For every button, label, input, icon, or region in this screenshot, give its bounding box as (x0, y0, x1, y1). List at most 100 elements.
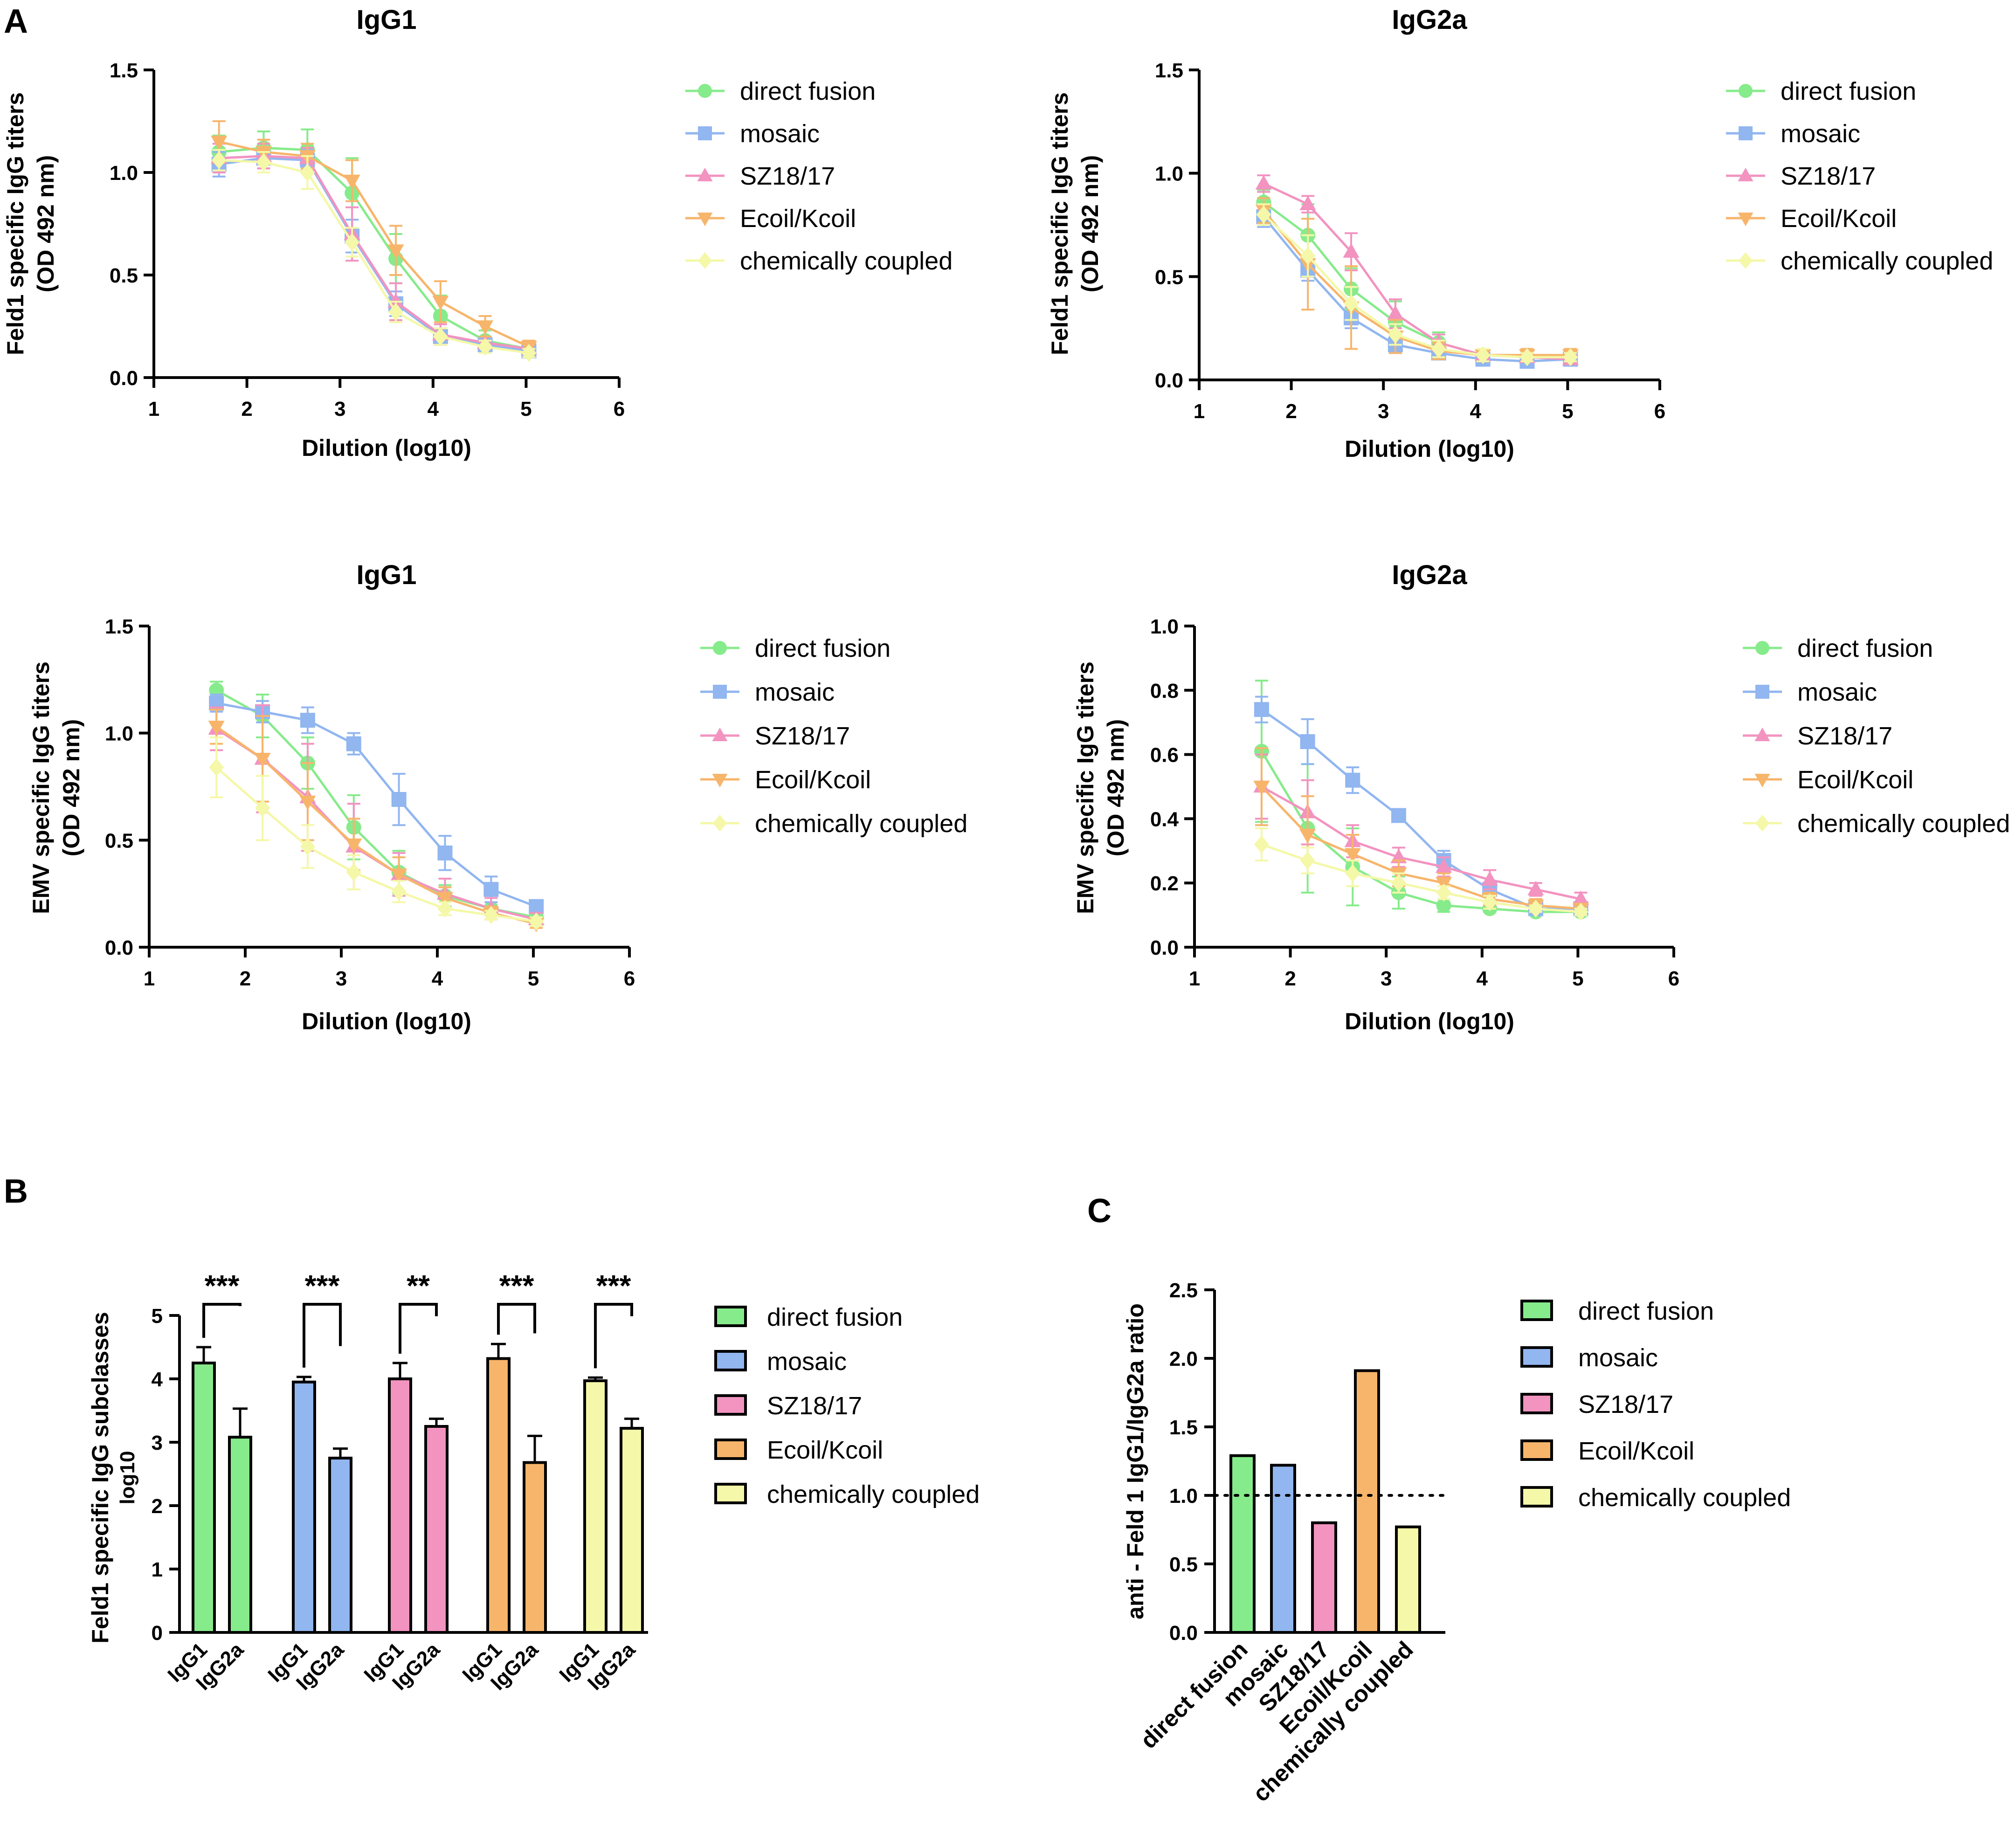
data-point (300, 163, 315, 182)
bar (523, 1461, 547, 1634)
data-point (255, 799, 270, 817)
bar (388, 1377, 412, 1634)
data-point (1563, 348, 1578, 366)
chart-c: 0.0 0.5 1.0 1.5 2.0 2.5 anti - Feld 1 IgG1/IgG… (1122, 1279, 1791, 1807)
legend-marker (698, 252, 712, 269)
data-point (1300, 247, 1316, 265)
legend-marker (1755, 815, 1769, 832)
chart-title: IgG2a (1392, 560, 1467, 590)
chart-a4: IgG2a 1 2 3 4 5 6 0.0 0.2 0.4 0.6 0.8 1.0 Dilution (l… (1072, 560, 2010, 1034)
data-point (1255, 175, 1272, 190)
x-tick-label: 6 (1654, 400, 1665, 423)
significance-label: *** (596, 1269, 631, 1302)
y-axis-label: anti - Feld 1 IgG1/IgG2a ratio (1122, 1303, 1148, 1619)
x-axis-label: Dilution (log10) (302, 435, 471, 461)
legend-marker (1755, 685, 1769, 699)
chart-a1: IgG1 1 2 3 4 5 6 0.0 0.5 1.0 1.5 Dilution (log10) Fe… (2, 5, 953, 461)
significance-bracket (202, 1303, 242, 1338)
bar (228, 1436, 252, 1634)
data-point (1528, 900, 1543, 918)
y-tick-label: 1.0 (110, 162, 138, 185)
y-tick-label: 1.5 (1155, 59, 1183, 82)
data-point (211, 151, 227, 169)
legend-swatch (1520, 1346, 1553, 1368)
significance-label: *** (305, 1269, 340, 1302)
y-tick-label: 5 (152, 1305, 163, 1328)
data-point (1391, 808, 1406, 823)
data-point (1299, 195, 1316, 210)
legend-label: chemically coupled (755, 810, 967, 838)
data-point (529, 899, 544, 914)
panel-label-a: A (4, 3, 28, 40)
y-tick-label: 0.0 (1169, 1622, 1198, 1645)
bar (328, 1457, 352, 1634)
legend-label: Ecoil/Kcoil (1781, 205, 1897, 233)
legend-marker (1739, 84, 1753, 98)
data-point (391, 792, 407, 807)
legend-label: chemically coupled (1578, 1484, 1791, 1512)
legend-label: Ecoil/Kcoil (740, 205, 856, 233)
panel-label-b: B (4, 1173, 28, 1210)
legend-label: SZ18/17 (1797, 722, 1892, 750)
data-point (436, 892, 454, 907)
legend-marker (1754, 774, 1770, 788)
data-point (344, 174, 360, 189)
legend-label: chemically coupled (740, 247, 953, 275)
data-point (476, 320, 494, 335)
data-point (529, 912, 544, 931)
chart-a3: IgG1 1 2 3 4 5 6 0.0 0.5 1.0 1.5 Dilution (log10) EM… (28, 560, 967, 1034)
y-tick-label: 1.0 (105, 723, 133, 745)
data-point (1391, 874, 1406, 892)
series-chemically-coupled (209, 736, 544, 931)
y-tick-label: 0.0 (1155, 369, 1183, 392)
y-tick-label: 0.5 (1169, 1553, 1198, 1576)
legend-marker (697, 213, 713, 227)
legend-swatch (714, 1394, 747, 1416)
y-tick-label: 0.6 (1150, 744, 1179, 767)
bar (583, 1379, 608, 1634)
legend-label: direct fusion (740, 77, 876, 105)
x-tick-label: 5 (1572, 967, 1583, 990)
data-point (1436, 883, 1451, 902)
x-tick-label: 3 (1378, 400, 1389, 423)
y-tick-label: 0.4 (1150, 808, 1179, 831)
legend-label: mosaic (755, 678, 835, 706)
legend-marker (698, 84, 712, 98)
series-line (219, 146, 529, 350)
series-line (219, 159, 529, 354)
data-point (433, 327, 448, 346)
data-point (483, 906, 499, 924)
legend-label: mosaic (1578, 1344, 1658, 1372)
series-line (1263, 209, 1571, 357)
data-point (1256, 206, 1271, 224)
data-point (1431, 340, 1446, 358)
data-point (432, 296, 449, 310)
legend-marker (1754, 727, 1770, 741)
legend-swatch (1520, 1439, 1553, 1461)
y-axis-label: Feld1 specific IgG subclasses (87, 1312, 113, 1643)
x-axis-label: Dilution (log10) (302, 1008, 471, 1034)
legend-marker (698, 126, 712, 140)
y-axis-label: EMV specific IgG titers (28, 661, 54, 914)
legend-label: mosaic (1797, 678, 1877, 706)
x-tick-label: 1 (1189, 967, 1200, 990)
bar (192, 1362, 216, 1634)
series-line (216, 702, 537, 908)
y-tick-label: 0.0 (1150, 936, 1179, 959)
legend-swatch (1520, 1393, 1553, 1414)
data-point (300, 837, 315, 856)
data-point (1254, 702, 1269, 717)
series-chemically-coupled (1256, 203, 1578, 366)
x-tick-label: 4 (1470, 400, 1482, 423)
data-point (1254, 835, 1269, 854)
data-point (1344, 294, 1359, 313)
x-tick-label: 6 (614, 398, 625, 420)
x-tick-label: 2 (240, 967, 251, 990)
y-tick-label: 3 (152, 1432, 163, 1454)
data-point (256, 153, 271, 172)
legend-label: mosaic (1781, 120, 1860, 148)
